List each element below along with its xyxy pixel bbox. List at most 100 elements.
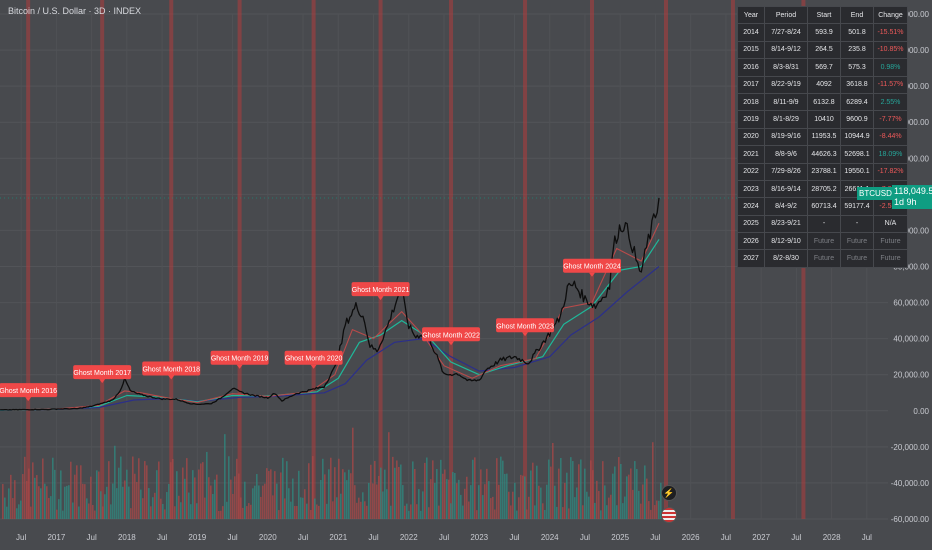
volume-bar: [226, 501, 228, 519]
volume-bar: [440, 459, 442, 519]
x-tick-label: 2027: [752, 533, 770, 542]
volume-bar: [600, 510, 602, 519]
volume-bar: [220, 510, 222, 519]
volume-bar: [438, 505, 440, 519]
volume-bar: [260, 496, 262, 519]
volume-bar: [88, 503, 90, 519]
table-cell: 52698.1: [840, 145, 874, 164]
label-pointer: [589, 272, 595, 277]
volume-bar: [82, 483, 84, 519]
volume-bar: [188, 492, 190, 519]
volume-bar: [614, 466, 616, 519]
x-tick-label: 2022: [400, 533, 418, 542]
volume-bar: [268, 470, 270, 519]
label-box: [351, 282, 410, 297]
ghost-month-band: [26, 0, 31, 519]
volume-bar: [404, 505, 406, 519]
volume-bar: [214, 479, 216, 519]
volume-bar: [590, 460, 592, 519]
volume-bar: [392, 456, 394, 519]
volume-bar: [86, 498, 88, 519]
table-cell: 6289.4: [840, 92, 874, 112]
volume-bar: [8, 488, 10, 519]
table-row: 2024 8/4-9/2 60713.4 59177.4 -2.53%: [737, 197, 908, 216]
volume-bar: [46, 486, 48, 519]
volume-bar: [242, 507, 244, 519]
volume-bar: [502, 460, 504, 519]
volume-bar: [578, 464, 580, 519]
ghost-month-band: [169, 0, 174, 519]
volume-bar: [604, 485, 606, 519]
table-cell: 8/4-9/2: [764, 197, 808, 216]
volume-bar: [72, 502, 74, 519]
series-line-ema-blue: [0, 266, 660, 411]
table-cell: 593.9: [807, 23, 841, 42]
volume-bar: [118, 467, 120, 519]
volume-bar: [536, 465, 538, 519]
lightning-icon[interactable]: ⚡: [661, 485, 677, 501]
label-text: Ghost Month 2018: [142, 367, 200, 374]
volume-bar: [334, 467, 336, 519]
table-cell: 44626.3: [807, 145, 841, 164]
table-row: 2015 8/14-9/12 264.5 235.8 -10.85%: [737, 40, 908, 60]
table-cell: 8/22-9/19: [764, 75, 808, 94]
volume-bar: [516, 510, 518, 519]
volume-bar: [356, 502, 358, 519]
table-cell: 8/23-9/21: [764, 214, 808, 234]
volume-bar: [390, 505, 392, 519]
volume-bar: [518, 497, 520, 519]
table-row: 2020 8/19-9/16 11953.5 10944.9 -8.44%: [737, 127, 908, 147]
label-box: [0, 383, 58, 398]
volume-bar: [114, 445, 116, 519]
volume-bar: [50, 496, 52, 519]
volume-bar: [362, 492, 364, 519]
volume-bar: [586, 491, 588, 519]
volume-bar: [48, 497, 50, 519]
series-line-price: [0, 197, 660, 411]
table-cell: 575.3: [840, 58, 874, 77]
volume-bar: [382, 491, 384, 519]
volume-bar: [298, 470, 300, 519]
y-tick-label: 200,000.00: [889, 46, 930, 55]
volume-bar: [484, 484, 486, 519]
table-row: 2019 8/1-8/29 10410 9600.9 -7.77%: [737, 110, 908, 129]
volume-bar: [378, 475, 380, 519]
us-flag-icon[interactable]: [661, 507, 677, 523]
volume-bar: [478, 485, 480, 519]
volume-bar: [240, 497, 242, 519]
volume-bar: [388, 432, 390, 519]
table-cell: Future: [807, 232, 841, 251]
volume-bar: [584, 468, 586, 519]
volume-bar: [180, 502, 182, 519]
x-tick-label: 2028: [823, 533, 841, 542]
volume-bar: [582, 505, 584, 519]
volume-bar: [644, 465, 646, 519]
x-tick-label: 2020: [259, 533, 277, 542]
volume-bar: [78, 506, 80, 519]
volume-bar: [596, 480, 598, 519]
volume-bar: [42, 458, 44, 519]
volume-bar: [360, 501, 362, 519]
volume-bar: [134, 473, 136, 519]
table-row: 2017 8/22-9/19 4092 3618.8 -11.57%: [737, 75, 908, 94]
volume-bar: [204, 497, 206, 519]
x-tick-label: Jul: [791, 533, 801, 542]
volume-bar: [556, 506, 558, 519]
volume-bar: [462, 505, 464, 519]
volume-bar: [106, 486, 108, 519]
volume-bar: [410, 504, 412, 519]
series-line-ema-red: [0, 222, 660, 411]
table-cell: -8.44%: [873, 127, 908, 147]
volume-bar: [580, 459, 582, 519]
volume-bar: [346, 480, 348, 519]
volume-bar: [194, 477, 196, 519]
volume-bar: [350, 473, 352, 519]
label-text: Ghost Month 2023: [496, 323, 554, 330]
table-cell: 59177.4: [840, 197, 874, 216]
table-cell: -15.51%: [873, 23, 908, 42]
volume-bar: [460, 494, 462, 519]
volume-bar: [554, 485, 556, 519]
volume-bar: [370, 464, 372, 519]
volume-bar: [574, 497, 576, 519]
